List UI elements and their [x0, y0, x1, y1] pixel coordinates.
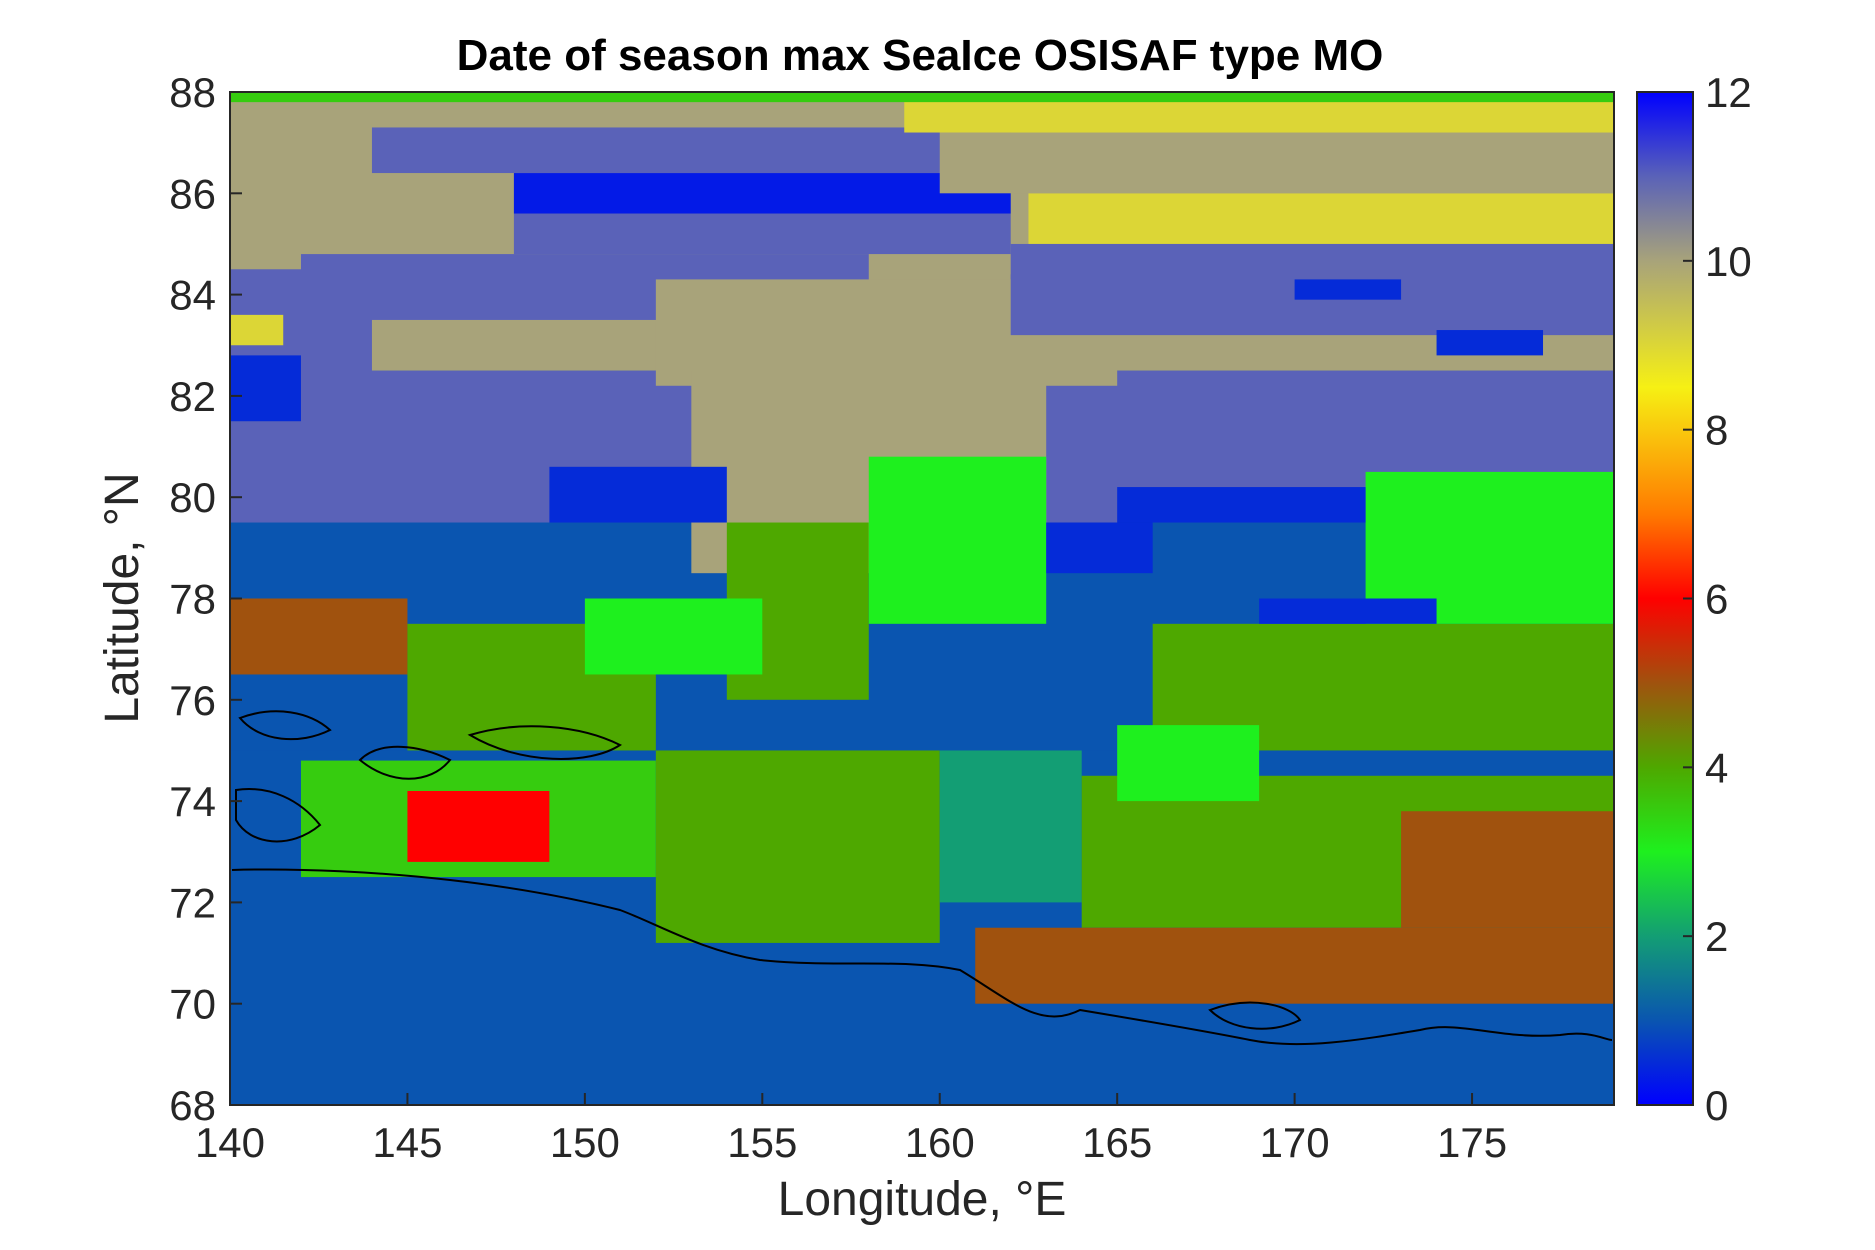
colorbar-tick-label: 0 — [1705, 1082, 1728, 1129]
x-axis-ticks: 140 145 150 155 160 165 170 175 — [195, 1093, 1507, 1166]
heatmap-region — [1259, 598, 1437, 624]
y-axis-ticks: 68 70 72 74 76 78 80 82 84 86 88 — [169, 69, 242, 1129]
y-tick-label: 74 — [169, 778, 216, 825]
x-tick-label: 145 — [372, 1119, 442, 1166]
coastline — [231, 710, 1613, 1046]
heatmap-region — [371, 127, 1011, 174]
coastline-island-4 — [238, 710, 332, 741]
heatmap-region — [1401, 811, 1614, 928]
heatmap-region — [1294, 279, 1402, 300]
x-tick-label: 160 — [905, 1119, 975, 1166]
colorbar-tick-label: 12 — [1705, 69, 1752, 116]
heatmap-region — [975, 927, 1614, 1004]
heatmap-region — [584, 598, 763, 675]
colorbar-tick-label: 6 — [1705, 576, 1728, 623]
y-tick-label: 78 — [169, 576, 216, 623]
chart-title: Date of season max SeaIce OSISAF type MO — [457, 31, 1384, 80]
heatmap-region — [230, 314, 284, 346]
heatmap-region — [655, 750, 940, 943]
heatmap-region — [513, 213, 1011, 255]
y-tick-label: 82 — [169, 373, 216, 420]
x-tick-label: 175 — [1437, 1119, 1507, 1166]
heatmap-region — [1028, 193, 1614, 244]
y-tick-label: 84 — [169, 272, 216, 319]
y-tick-label: 80 — [169, 474, 216, 521]
heatmap-region — [230, 92, 1614, 103]
colorbar-ticks: 0 2 4 6 8 10 12 — [1683, 69, 1752, 1129]
colorbar-tick-label: 8 — [1705, 407, 1728, 454]
colorbar-tick-label: 2 — [1705, 913, 1728, 960]
y-tick-label: 68 — [169, 1082, 216, 1129]
y-tick-label: 86 — [169, 170, 216, 217]
x-tick-label: 170 — [1260, 1119, 1330, 1166]
heatmap-region — [1436, 330, 1544, 356]
colorbar-tick-label: 10 — [1705, 238, 1752, 285]
y-tick-label: 72 — [169, 879, 216, 926]
heatmap-region — [868, 456, 1047, 624]
heatmap-region — [513, 173, 1011, 214]
x-tick-label: 165 — [1082, 1119, 1152, 1166]
coastline-mainland — [231, 868, 1613, 1046]
heatmap-region — [939, 750, 1082, 903]
heatmap-cells — [230, 92, 1614, 1105]
coastline-island-2 — [467, 725, 622, 760]
heatmap-region — [939, 132, 1614, 194]
heatmap-region — [1117, 487, 1366, 523]
heatmap-region — [407, 790, 550, 862]
coastline-island-5 — [1208, 1001, 1302, 1030]
heatmap-region — [549, 466, 727, 523]
y-axis-label: Latitude, °N — [96, 472, 149, 723]
coastline-island-3 — [235, 788, 322, 843]
coastline-island-1 — [358, 745, 452, 780]
heatmap-region — [230, 355, 301, 422]
y-tick-label: 88 — [169, 69, 216, 116]
heatmap-region — [904, 97, 1614, 133]
y-tick-label: 76 — [169, 677, 216, 724]
x-tick-label: 150 — [550, 1119, 620, 1166]
heatmap-region — [230, 598, 408, 675]
x-axis-label: Longitude, °E — [778, 1173, 1067, 1226]
heatmap-region — [1046, 522, 1153, 574]
y-tick-label: 70 — [169, 981, 216, 1028]
colorbar: 0 2 4 6 8 10 12 — [1636, 69, 1752, 1129]
colorbar-tick-label: 4 — [1705, 744, 1728, 791]
plot-area — [229, 91, 1615, 1106]
x-tick-label: 140 — [195, 1119, 265, 1166]
heatmap-region — [1010, 243, 1614, 280]
x-tick-label: 155 — [727, 1119, 797, 1166]
heatmap-region — [1117, 725, 1260, 802]
